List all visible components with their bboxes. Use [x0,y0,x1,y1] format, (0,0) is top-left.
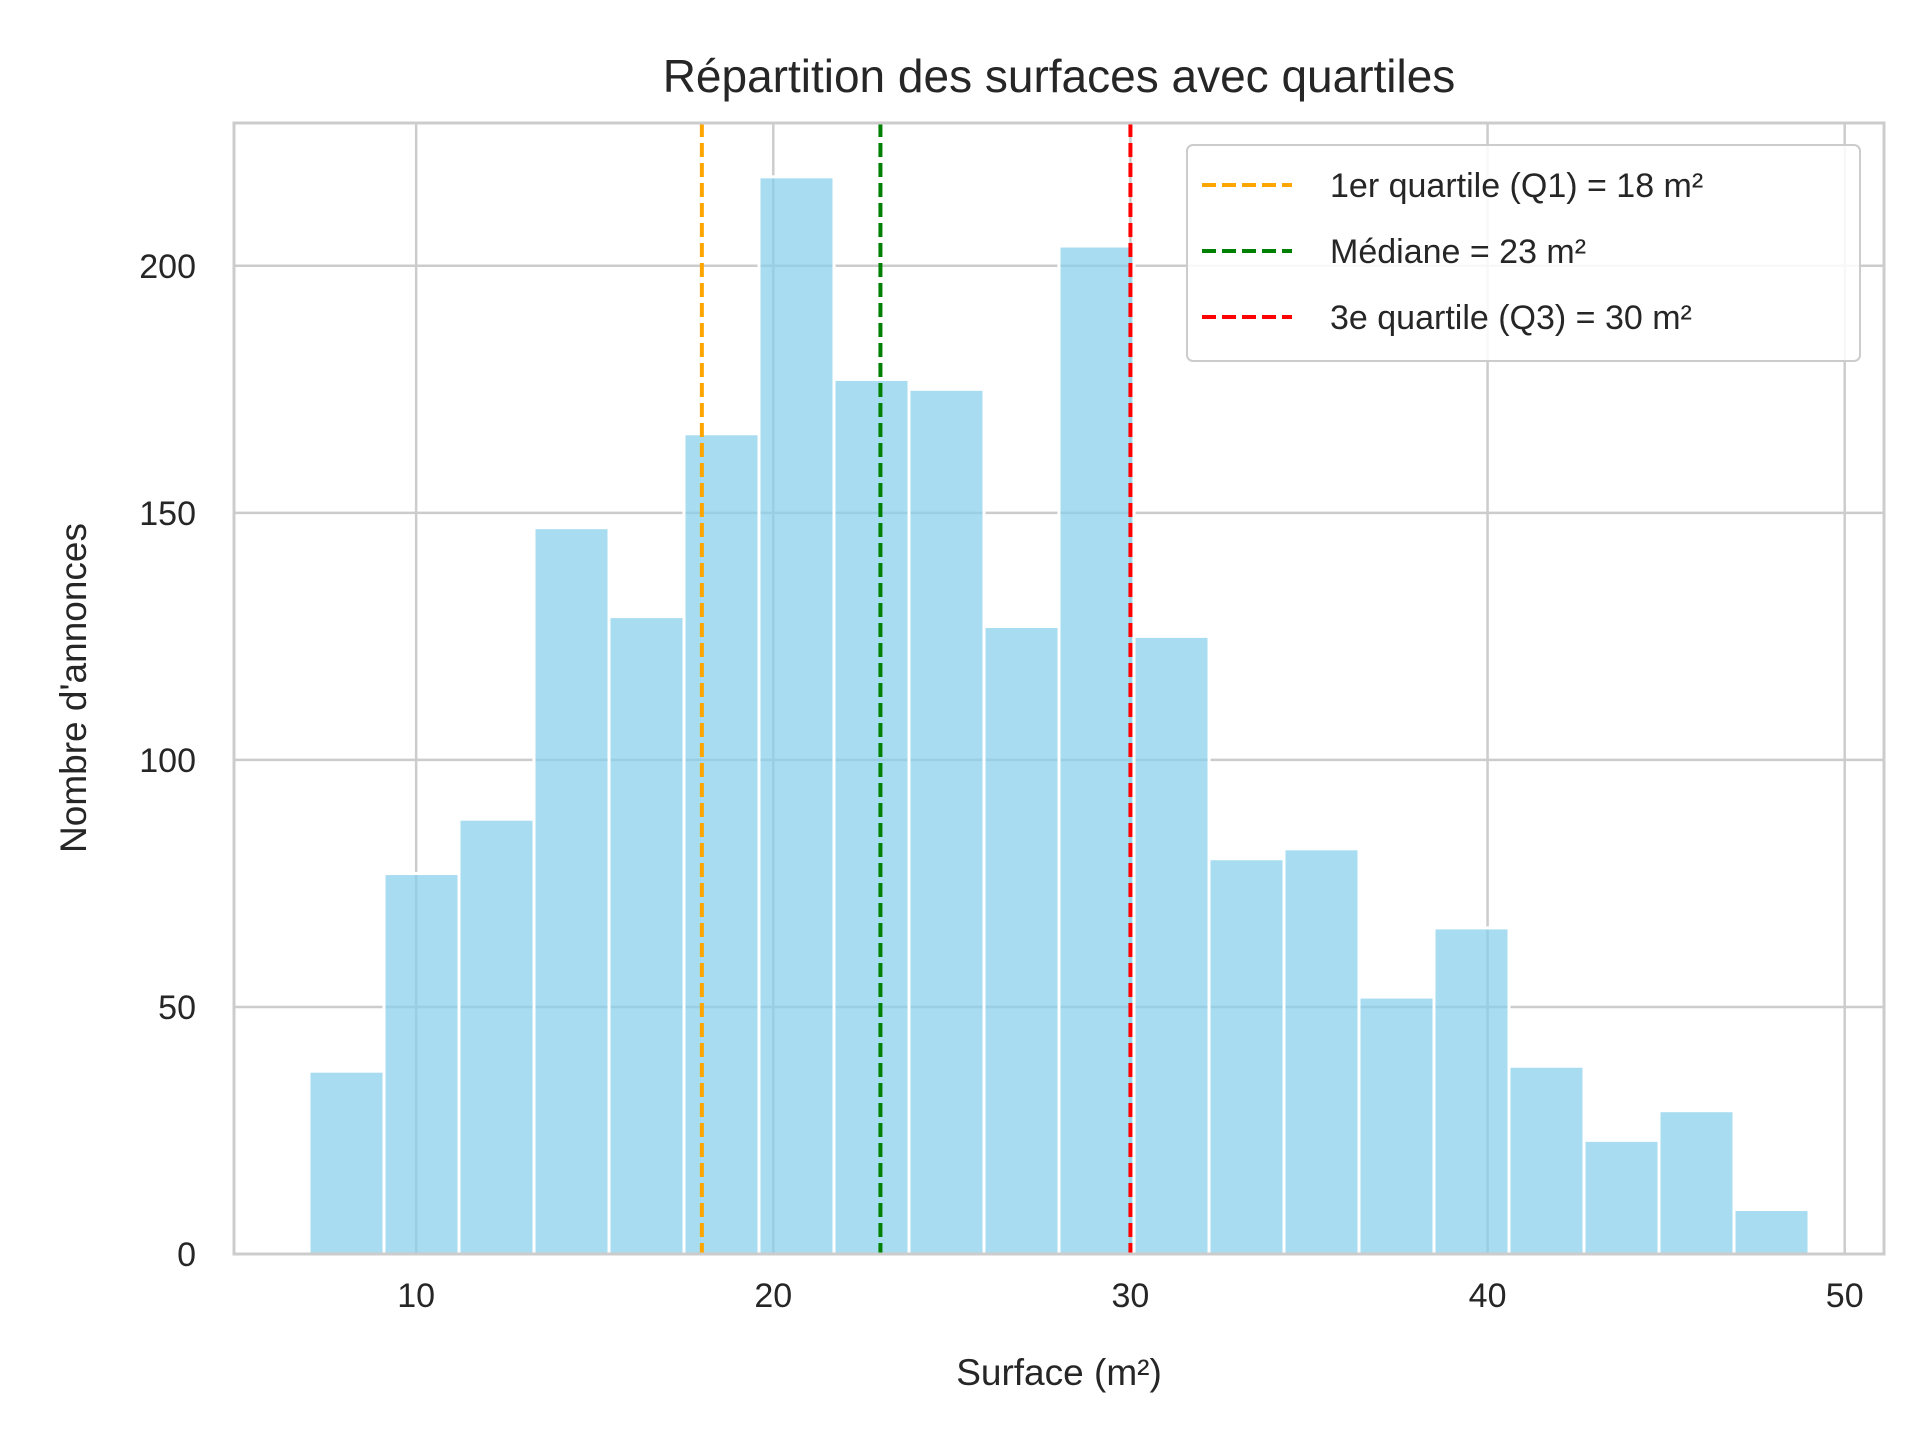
x-tick-label: 50 [1826,1277,1864,1315]
y-tick-label: 50 [158,989,196,1027]
histogram-bar [382,872,461,1256]
y-tick-label: 0 [177,1236,196,1274]
legend-label: Médiane = 23 m² [1330,233,1586,271]
histogram-bar [532,526,611,1256]
histogram-bar [457,817,536,1256]
histogram-bar [1732,1208,1811,1256]
histogram-bar [1657,1109,1736,1256]
histogram-bar [1507,1064,1586,1256]
histogram-bar [1432,926,1511,1256]
histogram-bar [1357,995,1436,1256]
chart-title: Répartition des surfaces avec quartiles [663,50,1456,102]
y-tick-label: 150 [139,495,196,533]
x-tick-label: 20 [754,1277,792,1315]
histogram-bar [307,1069,386,1256]
legend: 1er quartile (Q1) = 18 m² Médiane = 23 m²… [1186,144,1861,362]
histogram-bar [1057,244,1136,1256]
tick-labels-layer: 10 20 30 40 50 0 50 100 150 200 [139,248,1863,1315]
bars-layer [307,175,1811,1256]
histogram-bar [1282,847,1361,1256]
histogram-bar [982,624,1061,1256]
y-tick-label: 200 [139,248,196,286]
x-axis-label: Surface (m²) [956,1352,1162,1393]
x-tick-label: 10 [397,1277,435,1315]
y-axis-label: Nombre d'annonces [53,523,94,853]
legend-label: 3e quartile (Q3) = 30 m² [1330,299,1692,337]
y-tick-label: 100 [139,742,196,780]
histogram-bar [1132,634,1211,1256]
x-tick-label: 30 [1112,1277,1150,1315]
x-tick-label: 40 [1469,1277,1507,1315]
reference-lines-layer [699,123,1133,1254]
legend-box [1186,144,1861,362]
plot-frame [232,121,1886,1256]
legend-label: 1er quartile (Q1) = 18 m² [1330,167,1703,205]
legend-items: 1er quartile (Q1) = 18 m² Médiane = 23 m²… [1202,167,1703,337]
histogram-bar [682,432,761,1256]
histogram-bar [607,615,686,1256]
histogram-bar [1207,857,1286,1256]
histogram-bar [907,387,986,1256]
histogram-bar [832,377,911,1256]
histogram-bar [757,175,836,1256]
histogram-bar [1582,1138,1661,1256]
